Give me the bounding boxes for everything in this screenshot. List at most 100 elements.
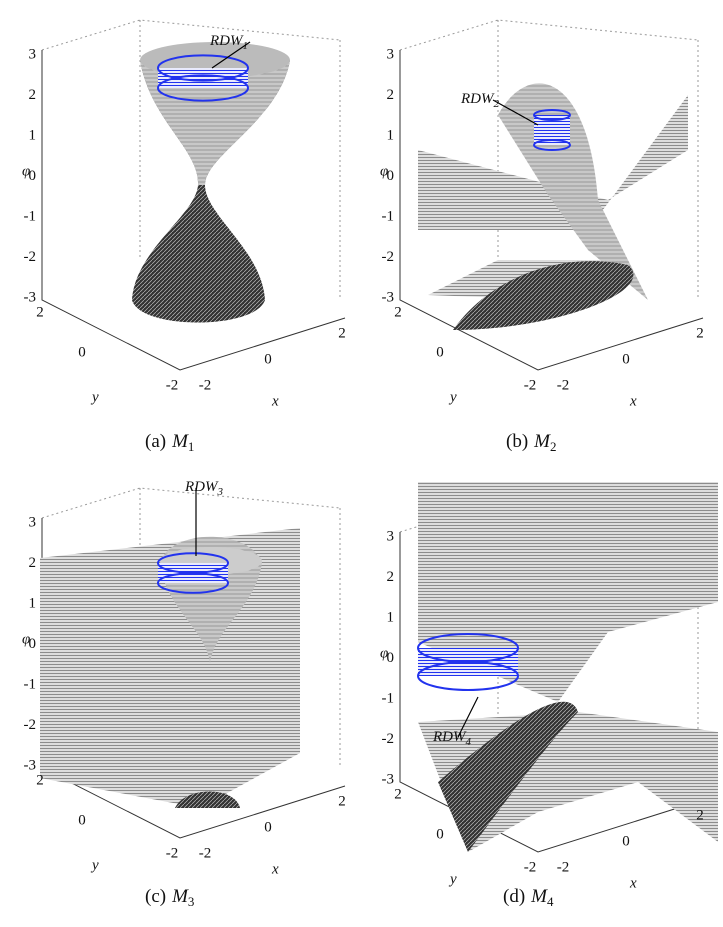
box-edge <box>399 19 699 51</box>
caption-subscript: 1 <box>188 439 195 454</box>
y-axis-label: y <box>448 389 457 405</box>
axis-line <box>399 50 704 371</box>
z-tick-label: 3 <box>29 46 37 62</box>
annotation-subscript: 3 <box>217 486 224 498</box>
z-tick-label: 1 <box>29 127 37 143</box>
z-tick-label: 1 <box>29 595 37 611</box>
x-tick-label: -2 <box>557 859 570 875</box>
z-tick-label: 2 <box>29 555 37 571</box>
rdw-ring <box>158 68 248 88</box>
x-tick-label: 0 <box>264 351 272 367</box>
z-tick-label: 0 <box>29 168 37 184</box>
y-tick-label: -2 <box>524 859 537 875</box>
annotation-subscript: 2 <box>494 98 500 110</box>
caption-label: (c) <box>145 886 166 907</box>
y-tick-label: 2 <box>394 786 402 802</box>
y-tick-label: 0 <box>78 812 86 828</box>
cone-bottom <box>175 791 240 808</box>
caption: (d) M4 <box>503 886 554 909</box>
rdw-ring-top <box>157 54 249 82</box>
annotation-name: RDW <box>432 729 467 745</box>
rdw-ring-bottom <box>157 572 229 594</box>
caption: (a) M1 <box>145 431 194 454</box>
x-axis-label: x <box>629 393 637 409</box>
caption-label: (a) <box>145 431 166 452</box>
caption-symbol: M <box>533 431 551 452</box>
z-tick-label: -1 <box>24 208 37 224</box>
surface-bottom <box>453 261 634 330</box>
annotation: RDW3 <box>184 479 224 497</box>
y-tick-label: 0 <box>436 344 444 360</box>
x-tick-label: 2 <box>696 325 704 341</box>
x-tick-label: 0 <box>622 833 630 849</box>
caption-subscript: 4 <box>547 894 554 909</box>
axis-line <box>41 50 346 371</box>
z-tick-label: -3 <box>24 289 37 305</box>
z-tick-label: -1 <box>382 208 395 224</box>
x-tick-label: -2 <box>557 377 570 393</box>
z-tick-label: -2 <box>382 731 395 747</box>
caption-label: (d) <box>503 886 525 907</box>
z-axis-label: φ <box>22 631 30 647</box>
z-tick-label: -3 <box>382 771 395 787</box>
caption-subscript: 2 <box>550 439 557 454</box>
y-axis-label: y <box>448 871 457 887</box>
x-tick-label: 2 <box>696 807 704 823</box>
annotation: RDW2 <box>460 91 500 109</box>
annotation: RDW1 <box>209 33 248 51</box>
annotation-arrow <box>211 41 251 69</box>
z-tick-label: -2 <box>24 717 37 733</box>
caption: (c) M3 <box>145 886 194 909</box>
rdw-ring-top <box>533 108 571 122</box>
box-edge <box>41 19 341 51</box>
rdw-ring-bottom <box>157 74 249 102</box>
surface <box>418 95 688 230</box>
z-tick-label: -2 <box>24 249 37 265</box>
rdw-ring-bottom <box>533 138 571 152</box>
annotation-name: RDW <box>184 479 219 495</box>
x-tick-label: 0 <box>264 819 272 835</box>
z-tick-label: 2 <box>29 87 37 103</box>
x-axis-label: x <box>271 393 279 409</box>
z-tick-label: -2 <box>382 249 395 265</box>
caption-label: (b) <box>506 431 528 452</box>
caption-symbol: M <box>530 886 548 907</box>
caption-symbol: M <box>171 886 189 907</box>
y-axis-label: y <box>90 389 99 405</box>
z-axis-label: φ <box>380 163 388 179</box>
surface-upper <box>140 60 290 185</box>
surface <box>418 482 718 702</box>
z-tick-label: 0 <box>387 650 395 666</box>
y-axis-label: y <box>90 857 99 873</box>
y-tick-label: -2 <box>524 377 537 393</box>
z-tick-label: 2 <box>387 87 395 103</box>
y-tick-label: 2 <box>394 304 402 320</box>
x-tick-label: 0 <box>622 351 630 367</box>
x-tick-label: 2 <box>338 325 346 341</box>
z-tick-label: 3 <box>29 514 37 530</box>
annotation: RDW4 <box>432 729 472 747</box>
box-edge <box>41 487 341 519</box>
z-tick-label: 3 <box>387 528 395 544</box>
x-tick-label: 2 <box>338 793 346 809</box>
y-tick-label: -2 <box>166 845 179 861</box>
x-tick-label: -2 <box>199 377 212 393</box>
z-tick-label: -1 <box>24 676 37 692</box>
z-axis-label: φ <box>380 645 388 661</box>
y-tick-label: 2 <box>36 304 44 320</box>
y-tick-label: 0 <box>78 344 86 360</box>
z-tick-label: 3 <box>387 46 395 62</box>
annotation-arrow <box>457 696 479 738</box>
z-tick-label: -3 <box>24 757 37 773</box>
annotation-arrow <box>492 99 539 126</box>
x-axis-label: x <box>629 875 637 891</box>
y-tick-label: 0 <box>436 826 444 842</box>
rdw-ring-bottom <box>417 661 519 691</box>
z-tick-label: 1 <box>387 609 395 625</box>
x-axis-label: x <box>271 861 279 877</box>
